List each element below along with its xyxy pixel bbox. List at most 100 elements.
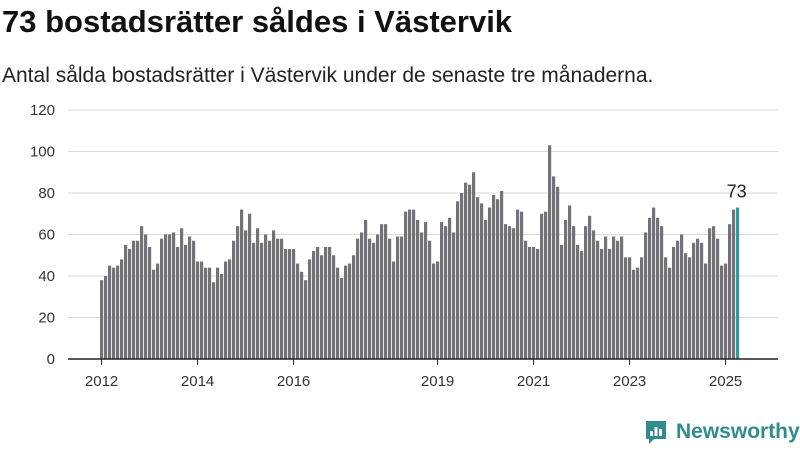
bar — [700, 242, 704, 359]
bar — [256, 228, 260, 359]
bar — [268, 240, 272, 359]
bar — [104, 276, 108, 359]
bar — [264, 234, 268, 359]
bar — [400, 236, 404, 359]
bar — [536, 249, 540, 359]
x-tick-label: 2021 — [517, 373, 550, 390]
bar — [680, 234, 684, 359]
bar — [560, 244, 564, 360]
bar — [108, 265, 112, 360]
bar — [552, 176, 556, 359]
bar — [304, 280, 308, 359]
bar — [456, 201, 460, 359]
bar — [688, 257, 692, 359]
bar — [308, 259, 312, 359]
bar — [652, 207, 656, 359]
bar — [244, 230, 248, 359]
bar — [460, 193, 464, 359]
y-tick-label: 0 — [47, 351, 55, 368]
bar — [232, 240, 236, 359]
bar — [556, 186, 560, 359]
bar — [672, 246, 676, 359]
bar — [728, 224, 732, 360]
bars — [100, 145, 740, 360]
bar — [676, 240, 680, 359]
bar — [712, 226, 716, 359]
bar — [192, 240, 196, 359]
bar — [136, 240, 140, 359]
bar — [616, 240, 620, 359]
bar — [600, 249, 604, 359]
bar — [500, 190, 504, 359]
bar — [220, 273, 224, 359]
x-tick-label: 2023 — [613, 373, 646, 390]
bar — [392, 261, 396, 359]
bar — [524, 240, 528, 359]
bar — [568, 205, 572, 359]
bar — [732, 209, 736, 359]
y-tick-label: 20 — [38, 310, 55, 327]
bar — [208, 267, 212, 359]
bar — [320, 255, 324, 359]
bar — [360, 232, 364, 359]
bar — [332, 255, 336, 359]
bar — [624, 257, 628, 359]
page-subtitle: Antal sålda bostadsrätter i Västervik un… — [2, 64, 654, 87]
bar — [508, 226, 512, 359]
bar — [408, 209, 412, 359]
bar — [452, 232, 456, 359]
bar — [276, 238, 280, 359]
bar — [224, 261, 228, 359]
bar — [204, 267, 208, 359]
bar — [324, 246, 328, 359]
bar — [528, 246, 532, 359]
bar — [540, 213, 544, 359]
bar — [148, 246, 152, 359]
bar — [696, 238, 700, 359]
y-tick-label: 100 — [30, 144, 55, 161]
bar — [404, 211, 408, 359]
bar — [668, 267, 672, 359]
logo-text: Newsworthy — [676, 420, 800, 443]
bar — [348, 263, 352, 359]
bar — [240, 209, 244, 359]
bar — [116, 265, 120, 360]
bar — [592, 230, 596, 359]
bar — [608, 249, 612, 359]
bar — [436, 261, 440, 359]
y-tick-label: 60 — [38, 227, 55, 244]
bar — [296, 263, 300, 359]
bar — [516, 209, 520, 359]
bar — [656, 217, 660, 359]
bar — [472, 172, 476, 359]
bar — [604, 236, 608, 359]
bar — [496, 199, 500, 359]
y-tick-label: 40 — [38, 268, 55, 285]
bar — [336, 267, 340, 359]
bar — [704, 263, 708, 359]
bar — [236, 226, 240, 359]
bar — [576, 244, 580, 360]
x-tick-label: 2025 — [709, 373, 742, 390]
bar — [124, 244, 128, 360]
bar — [340, 278, 344, 359]
bar — [300, 271, 304, 359]
bar — [708, 228, 712, 359]
bar — [464, 182, 468, 360]
bar — [140, 226, 144, 359]
bar — [184, 244, 188, 360]
bar — [476, 197, 480, 359]
bar — [252, 242, 256, 359]
x-tick-label: 2012 — [85, 373, 118, 390]
bar — [424, 222, 428, 359]
newsworthy-logo: Newsworthy — [644, 419, 800, 445]
bar — [212, 282, 216, 359]
x-tick-label: 2016 — [277, 373, 310, 390]
bar — [368, 238, 372, 359]
bar — [564, 219, 568, 359]
bar — [356, 238, 360, 359]
bar — [128, 249, 132, 359]
bar — [260, 242, 264, 359]
bar — [200, 261, 204, 359]
bar — [156, 263, 160, 359]
